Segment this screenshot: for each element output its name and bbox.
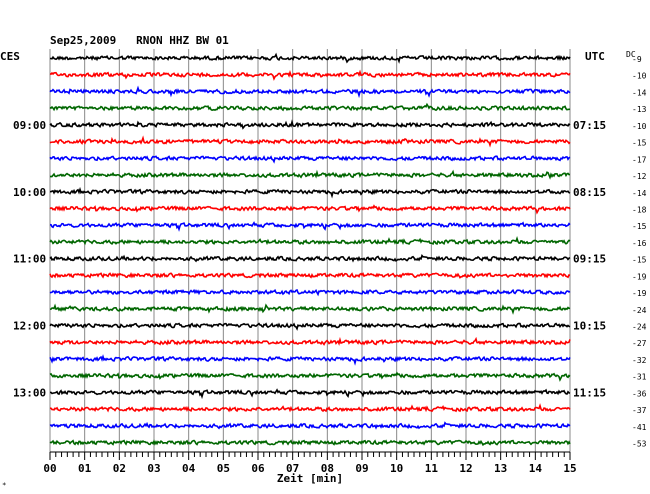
x-tick-label: 04 <box>182 462 196 475</box>
x-tick-label: 12 <box>459 462 472 475</box>
hour-label-right: 09:15 <box>573 253 606 266</box>
seismic-trace <box>49 354 571 366</box>
seismic-trace <box>49 204 571 215</box>
chart-title: Sep25,2009 RNON HHZ BW 01 <box>50 34 229 47</box>
seismic-trace <box>49 254 571 263</box>
dc-offset-label: -27 <box>632 339 647 348</box>
hour-label-right: 08:15 <box>573 186 606 199</box>
x-tick-label: 13 <box>494 462 507 475</box>
x-tick-label: 08 <box>321 462 334 475</box>
x-tick-label: 01 <box>78 462 92 475</box>
seismic-trace <box>49 421 571 430</box>
dc-offset-label: -19 <box>632 289 647 298</box>
seismic-trace <box>49 439 571 447</box>
x-tick-label: 07 <box>286 462 299 475</box>
seismic-trace <box>49 272 571 279</box>
dc-offset-label: -37 <box>632 406 647 415</box>
dc-offset-label: -12 <box>632 172 647 181</box>
hour-label-left: 10:00 <box>13 186 46 199</box>
seismic-trace <box>49 322 571 331</box>
dc-offset-label: -31 <box>632 373 647 382</box>
dc-offset-label: -24 <box>632 323 647 332</box>
dc-offset-label: -36 <box>632 389 647 398</box>
left-timezone-label: CES <box>0 50 20 63</box>
x-tick-label: 14 <box>529 462 543 475</box>
seismic-trace <box>49 403 571 413</box>
dc-offset-label: -15 <box>632 222 647 231</box>
x-tick-label: 00 <box>43 462 56 475</box>
right-timezone-label: UTC <box>585 50 605 63</box>
dc-offset-label: -18 <box>632 205 647 214</box>
seismic-trace <box>49 388 571 400</box>
seismic-trace <box>49 155 571 164</box>
x-tick-label: 10 <box>390 462 403 475</box>
dc-offset-label: -15 <box>632 256 647 265</box>
seismic-trace <box>49 102 571 112</box>
seismic-trace <box>49 336 571 346</box>
hour-label-left: 09:00 <box>13 119 46 132</box>
seismic-trace <box>49 52 571 64</box>
dc-offset-label: -14 <box>632 88 647 97</box>
hour-label-right: 10:15 <box>573 320 606 333</box>
hour-label-left: 12:00 <box>13 320 46 333</box>
dc-offset-label: -16 <box>632 239 647 248</box>
seismic-trace <box>49 69 571 81</box>
dc-offset-label: -14 <box>632 189 647 198</box>
dc-offset-label: -41 <box>632 423 647 432</box>
seismic-trace <box>49 85 571 99</box>
dc-offset-label: -13 <box>632 105 647 114</box>
seismic-trace <box>49 235 571 246</box>
hour-label-left: 13:00 <box>13 386 46 399</box>
dc-offset-label: -10 <box>632 122 647 131</box>
hour-label-right: 07:15 <box>573 119 606 132</box>
dc-offset-label: -53 <box>632 440 647 449</box>
x-tick-label: 03 <box>147 462 160 475</box>
dc-header: DC <box>626 50 636 59</box>
seismic-trace <box>49 186 571 199</box>
dc-offset-label: -24 <box>632 306 647 315</box>
seismic-trace <box>49 135 571 148</box>
x-tick-label: 09 <box>355 462 368 475</box>
seismic-trace <box>49 303 571 315</box>
x-tick-label: 02 <box>113 462 126 475</box>
seismic-trace <box>49 119 571 130</box>
dc-offset-label: -10 <box>632 72 647 81</box>
dc-offset-label: -32 <box>632 356 647 365</box>
x-tick-label: 06 <box>251 462 265 475</box>
seismic-trace <box>49 221 571 232</box>
dc-offset-label: -17 <box>632 155 647 164</box>
dc-offset-label: -9 <box>632 55 642 64</box>
dc-offset-label: -19 <box>632 272 647 281</box>
hour-label-right: 11:15 <box>573 386 606 399</box>
seismic-trace <box>49 288 571 297</box>
x-tick-label: 11 <box>425 462 439 475</box>
dc-offset-label: -15 <box>632 139 647 148</box>
x-tick-label: 05 <box>217 462 230 475</box>
seismic-trace <box>49 371 571 382</box>
corner-mark: ∗ <box>2 480 7 488</box>
x-axis-label: Zeit [min] <box>277 472 343 485</box>
x-tick-label: 15 <box>563 462 576 475</box>
seismic-trace <box>49 169 571 180</box>
hour-label-left: 11:00 <box>13 253 46 266</box>
